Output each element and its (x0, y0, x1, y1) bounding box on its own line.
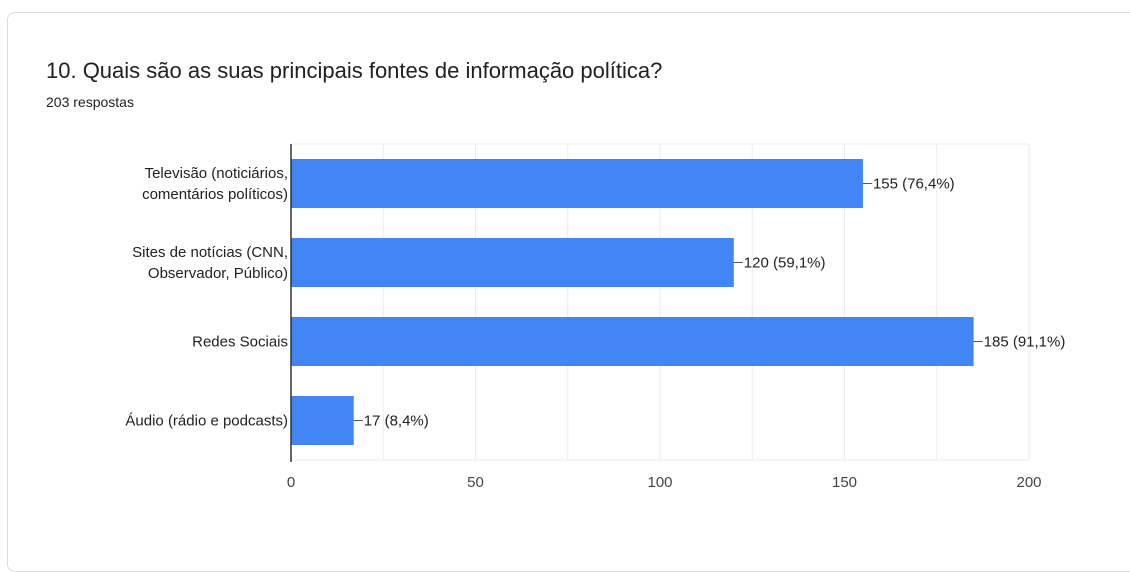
bar (291, 159, 863, 208)
bar (291, 317, 974, 366)
question-card (7, 12, 1130, 572)
category-label: Redes Sociais (192, 334, 288, 351)
question-title: 10. Quais são as suas principais fontes … (46, 58, 663, 83)
x-tick-label: 0 (287, 474, 295, 491)
x-tick-label: 150 (832, 474, 857, 491)
bar-chart: Televisão (noticiários, comentários polít… (125, 143, 1066, 491)
data-label: 185 (91,1%) (984, 334, 1066, 351)
data-label: 120 (59,1%) (744, 255, 826, 272)
x-tick-label: 50 (467, 474, 484, 491)
category-label: Observador, Público) (148, 265, 288, 282)
data-label: 155 (76,4%) (873, 176, 955, 193)
category-label: Televisão (noticiários, (145, 165, 288, 182)
x-tick-label: 100 (647, 474, 672, 491)
category-label: Áudio (rádio e podcasts) (125, 413, 288, 430)
category-label: Sites de notícias (CNN, (132, 244, 288, 261)
bar (291, 238, 734, 287)
bar (291, 396, 354, 445)
response-count: 203 respostas (46, 94, 134, 110)
data-label: 17 (8,4%) (364, 413, 429, 430)
x-tick-label: 200 (1016, 474, 1041, 491)
category-label: comentários políticos) (142, 186, 288, 203)
